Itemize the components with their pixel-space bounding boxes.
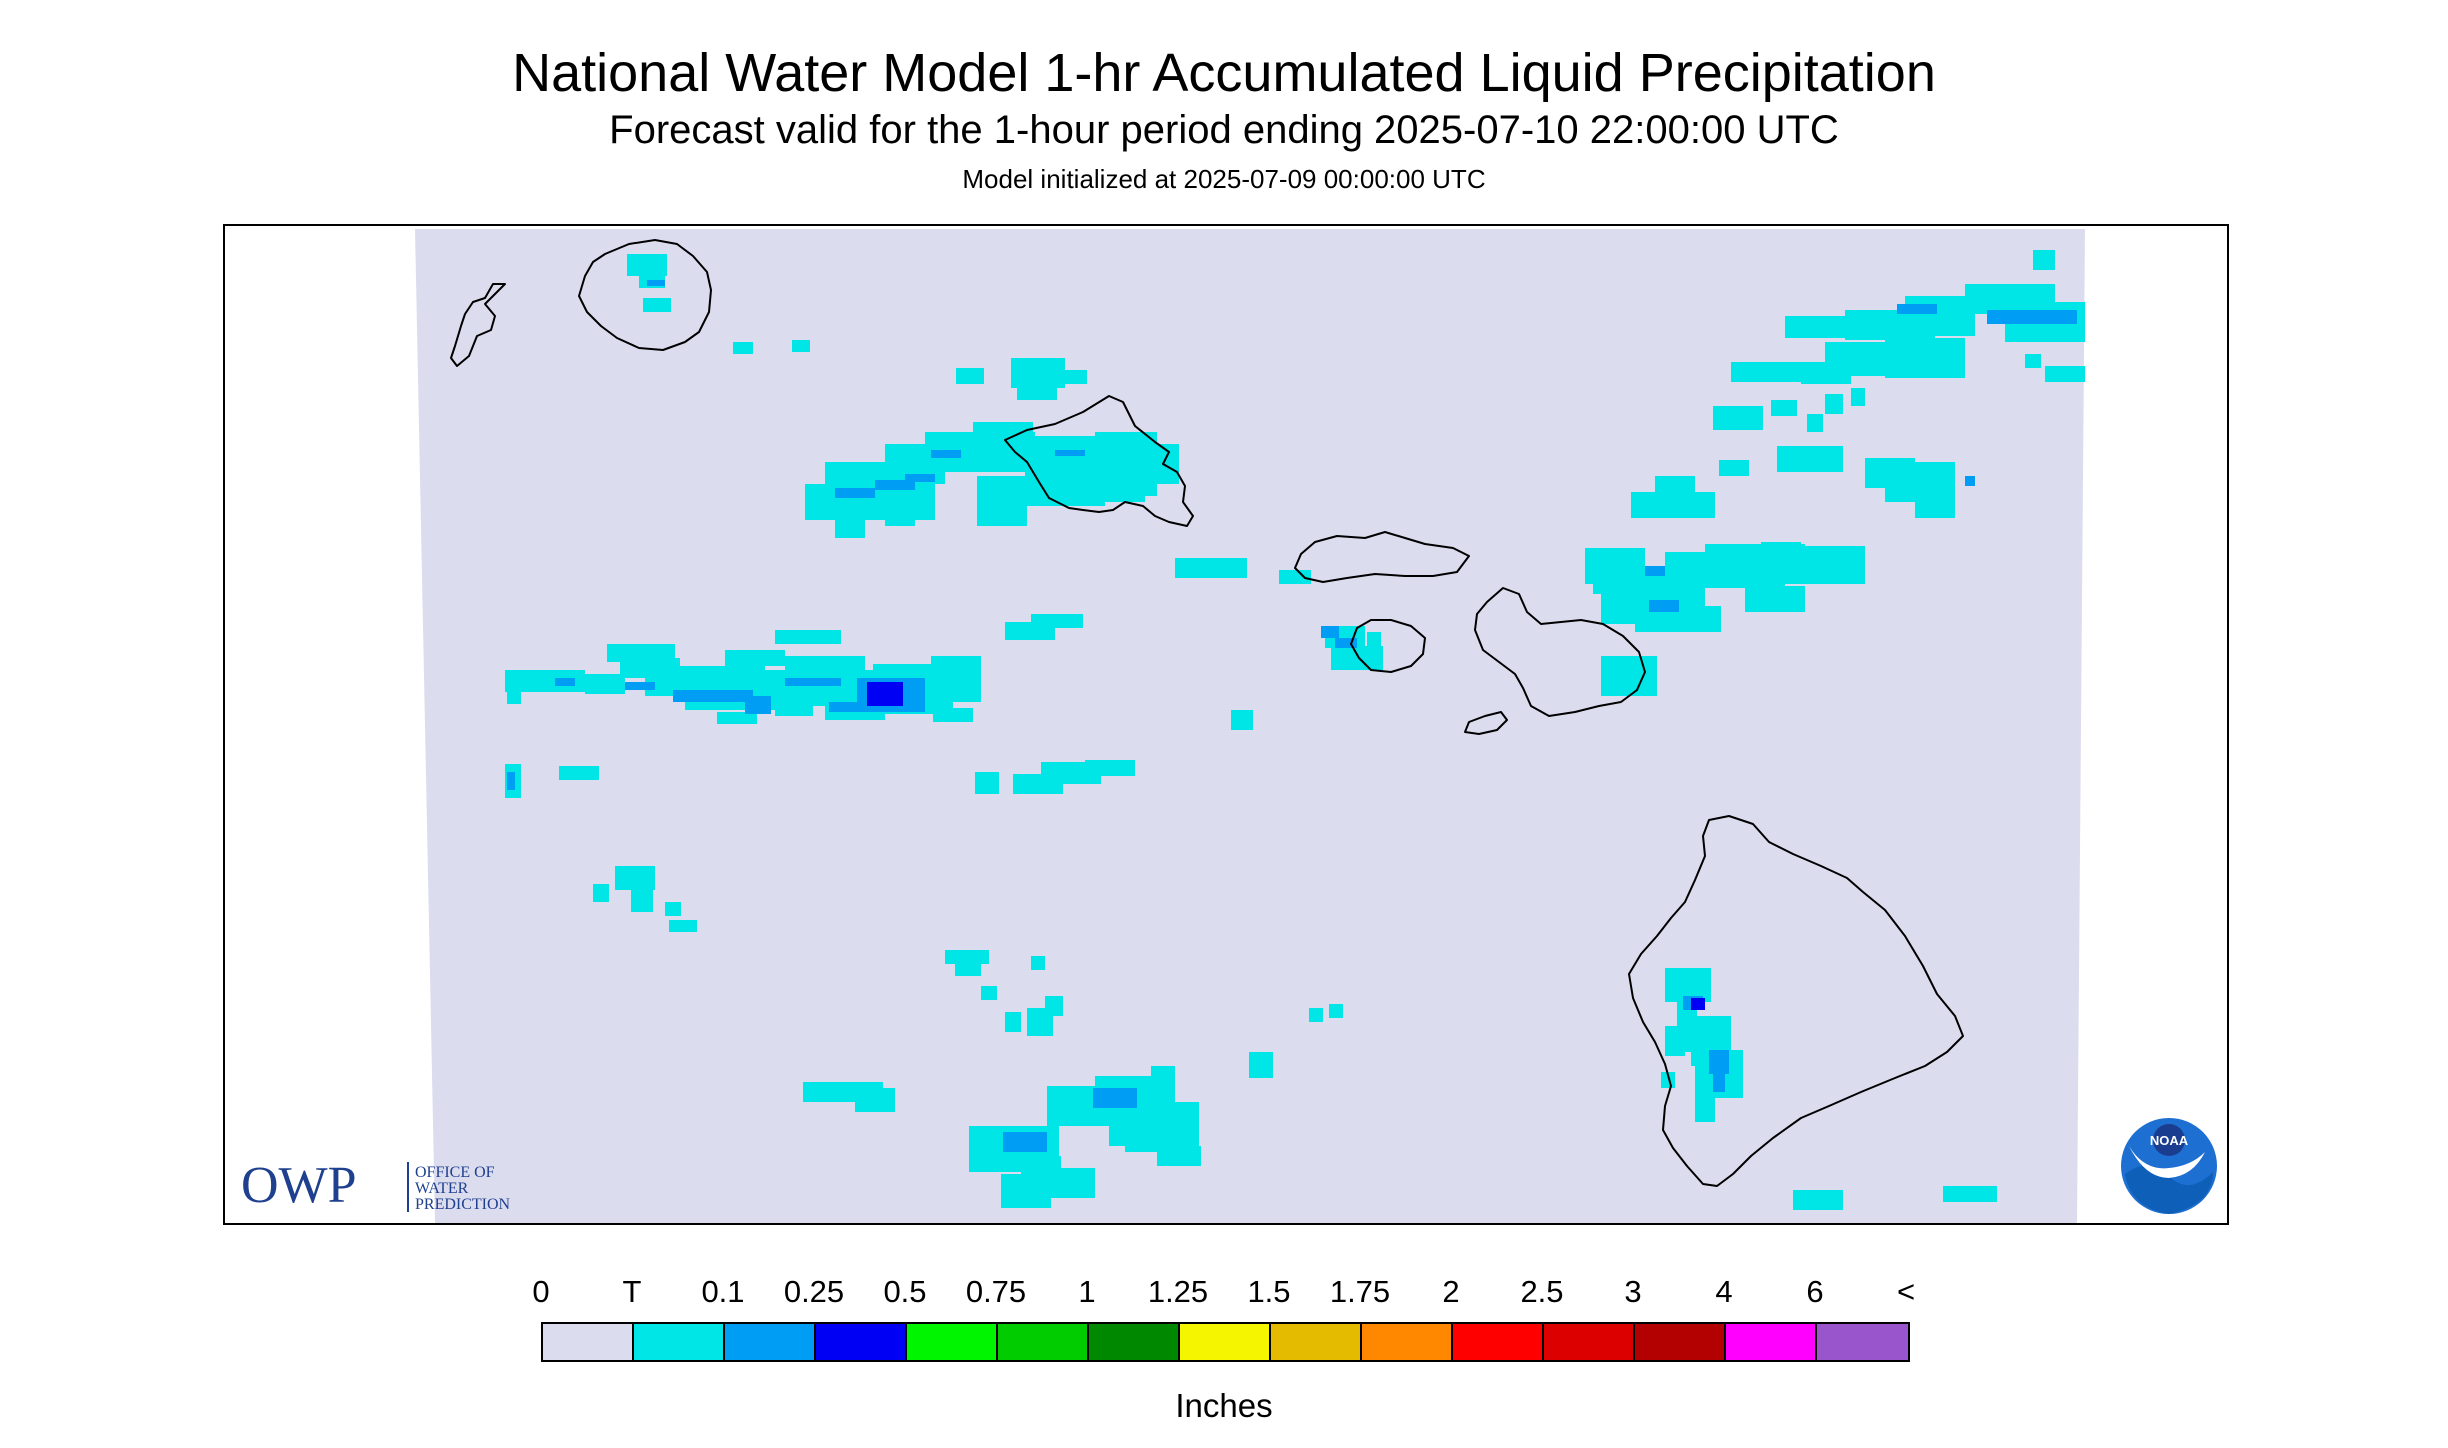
- colorbar-tick-label: 0.25: [783, 1274, 845, 1309]
- colorbar-bin-12: [1635, 1324, 1726, 1360]
- colorbar-bin-0: [543, 1324, 634, 1360]
- owp-logo: OWP OFFICE OF WATER PREDICTION: [241, 1156, 541, 1223]
- colorbar-bin-3: [816, 1324, 907, 1360]
- colorbar-bin-5: [998, 1324, 1089, 1360]
- units-label: Inches: [1175, 1387, 1273, 1424]
- colorbar-bin-6: [1089, 1324, 1180, 1360]
- colorbar-legend: 0 T 0.1 0.25 0.5 0.75 1 1.25 1.5 1.75 2 2.5 3 4 6 <: [532, 1274, 1915, 1384]
- colorbar-tick-label: <: [1896, 1274, 1916, 1309]
- precip-0-1: [507, 280, 2077, 1152]
- precipitation-map: [415, 229, 2085, 1223]
- svg-text:OWP: OWP: [241, 1157, 357, 1214]
- owp-logo-mark: OWP OFFICE OF WATER PREDICTION: [241, 1157, 511, 1214]
- colorbar: [541, 1322, 1910, 1362]
- svg-text:OFFICE OF: OFFICE OF: [415, 1164, 495, 1181]
- colorbar-tick-label: 6: [1806, 1274, 1824, 1309]
- colorbar-bin-14: [1817, 1324, 1908, 1360]
- colorbar-bin-7: [1180, 1324, 1271, 1360]
- colorbar-bin-11: [1544, 1324, 1635, 1360]
- map-panel: OWP OFFICE OF WATER PREDICTION NOAA: [223, 224, 2229, 1225]
- colorbar-bin-2: [725, 1324, 816, 1360]
- island-molokai: [1294, 531, 1470, 583]
- colorbar-bin-4: [907, 1324, 998, 1360]
- island-hawaii: [1628, 815, 1964, 1187]
- colorbar-bin-10: [1453, 1324, 1544, 1360]
- svg-text:PREDICTION: PREDICTION: [415, 1196, 511, 1213]
- island-kahoolawe: [1464, 711, 1508, 735]
- island-lanai: [1350, 619, 1426, 673]
- island-oahu: [1004, 395, 1194, 527]
- colorbar-bin-13: [1726, 1324, 1817, 1360]
- noaa-emblem: NOAA: [2121, 1118, 2217, 1214]
- colorbar-tick-label: 1.5: [1247, 1274, 1291, 1309]
- colorbar-tick-label: 0: [532, 1274, 550, 1309]
- island-maui: [1474, 587, 1646, 717]
- map-subtitle: Forecast valid for the 1-hour period end…: [609, 108, 1839, 152]
- island-niihau: [450, 283, 506, 367]
- colorbar-tick-label: 2.5: [1520, 1274, 1564, 1309]
- colorbar-tick-label: T: [622, 1274, 642, 1309]
- colorbar-tick-label: 0.75: [965, 1274, 1027, 1309]
- colorbar-tick-label: 1.25: [1147, 1274, 1209, 1309]
- model-init-label: Model initialized at 2025-07-09 00:00:00…: [962, 164, 1486, 194]
- coastlines: [450, 239, 1964, 1187]
- precip-0-25: [867, 682, 1705, 1010]
- map-title: National Water Model 1-hr Accumulated Li…: [512, 43, 1936, 103]
- noaa-logo: NOAA: [2119, 1116, 2219, 1221]
- colorbar-bin-8: [1271, 1324, 1362, 1360]
- colorbar-tick-label: 3: [1624, 1274, 1642, 1309]
- colorbar-tick-label: 0.5: [883, 1274, 927, 1309]
- colorbar-bin-9: [1362, 1324, 1453, 1360]
- colorbar-bin-1: [634, 1324, 725, 1360]
- colorbar-tick-label: 1.75: [1329, 1274, 1391, 1309]
- island-kauai: [578, 239, 712, 351]
- svg-text:NOAA: NOAA: [2150, 1133, 2189, 1148]
- colorbar-tick-label: 4: [1715, 1274, 1733, 1309]
- colorbar-tick-label: 0.1: [701, 1274, 745, 1309]
- colorbar-tick-label: 1: [1078, 1274, 1096, 1309]
- svg-text:WATER: WATER: [415, 1180, 469, 1197]
- colorbar-tick-label: 2: [1442, 1274, 1460, 1309]
